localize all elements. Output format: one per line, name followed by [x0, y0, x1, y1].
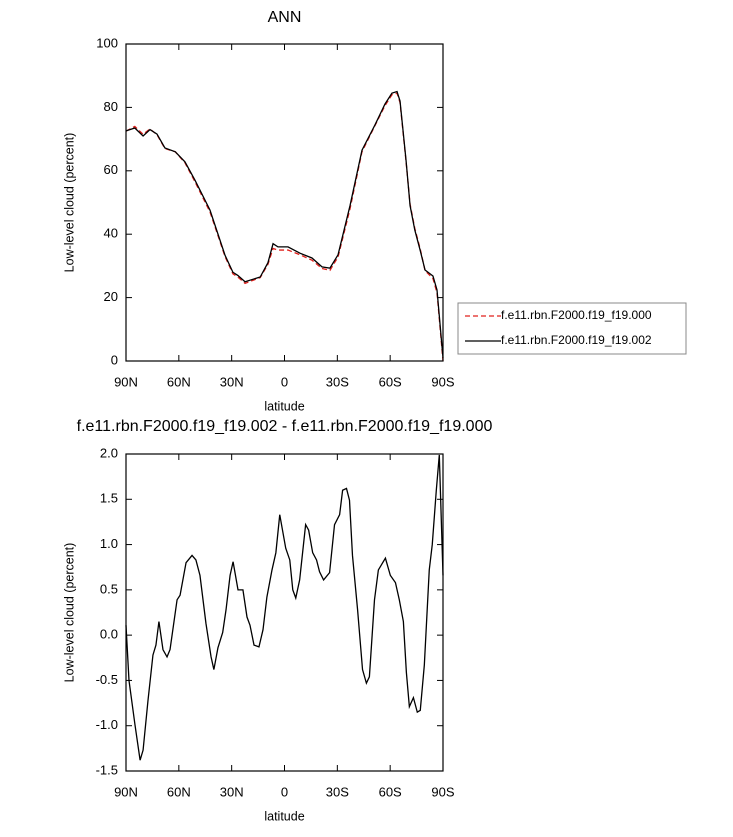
plot-frame — [125, 453, 444, 772]
y-axis-label: Low-level cloud (percent) — [62, 133, 76, 273]
y-tick-label: 0 — [111, 352, 118, 367]
x-tick-label: 90S — [431, 784, 454, 799]
x-tick-label: 30S — [326, 784, 349, 799]
y-tick-label: 1.5 — [100, 491, 118, 506]
y-tick-label: 20 — [104, 289, 118, 304]
y-tick-label: -1.0 — [96, 717, 118, 732]
y-tick-label: 1.0 — [100, 536, 118, 551]
x-axis-label: latitude — [264, 399, 304, 413]
data-line — [125, 454, 444, 761]
y-tick-label: 80 — [104, 99, 118, 114]
legend-label: f.e11.rbn.F2000.f19_f19.000 — [501, 308, 652, 322]
y-tick-label: -1.5 — [96, 762, 118, 777]
chart-title: f.e11.rbn.F2000.f19_f19.002 - f.e11.rbn.… — [77, 418, 493, 435]
x-tick-label: 60N — [167, 374, 191, 389]
legend-label: f.e11.rbn.F2000.f19_f19.002 — [501, 333, 652, 347]
x-tick-label: 0 — [281, 374, 288, 389]
x-tick-label: 90S — [431, 374, 454, 389]
x-tick-label: 0 — [281, 784, 288, 799]
y-tick-label: 100 — [96, 35, 118, 50]
x-tick-label: 60S — [379, 784, 402, 799]
x-axis-label: latitude — [264, 809, 304, 823]
y-tick-label: 60 — [104, 162, 118, 177]
y-axis-label: Low-level cloud (percent) — [62, 543, 76, 683]
y-tick-label: 40 — [104, 226, 118, 241]
x-tick-label: 30N — [220, 784, 244, 799]
y-tick-label: 2.0 — [100, 445, 118, 460]
legend-box — [457, 302, 687, 355]
x-tick-label: 30S — [326, 374, 349, 389]
data-line — [125, 90, 444, 358]
y-tick-label: 0.5 — [100, 581, 118, 596]
x-tick-label: 60N — [167, 784, 191, 799]
y-tick-label: -0.5 — [96, 672, 118, 687]
x-tick-label: 90N — [114, 374, 138, 389]
y-tick-label: 0.0 — [100, 627, 118, 642]
x-tick-label: 30N — [220, 374, 244, 389]
x-tick-label: 60S — [379, 374, 402, 389]
chart-title: ANN — [268, 9, 302, 26]
data-line — [125, 92, 444, 362]
x-tick-label: 90N — [114, 784, 138, 799]
